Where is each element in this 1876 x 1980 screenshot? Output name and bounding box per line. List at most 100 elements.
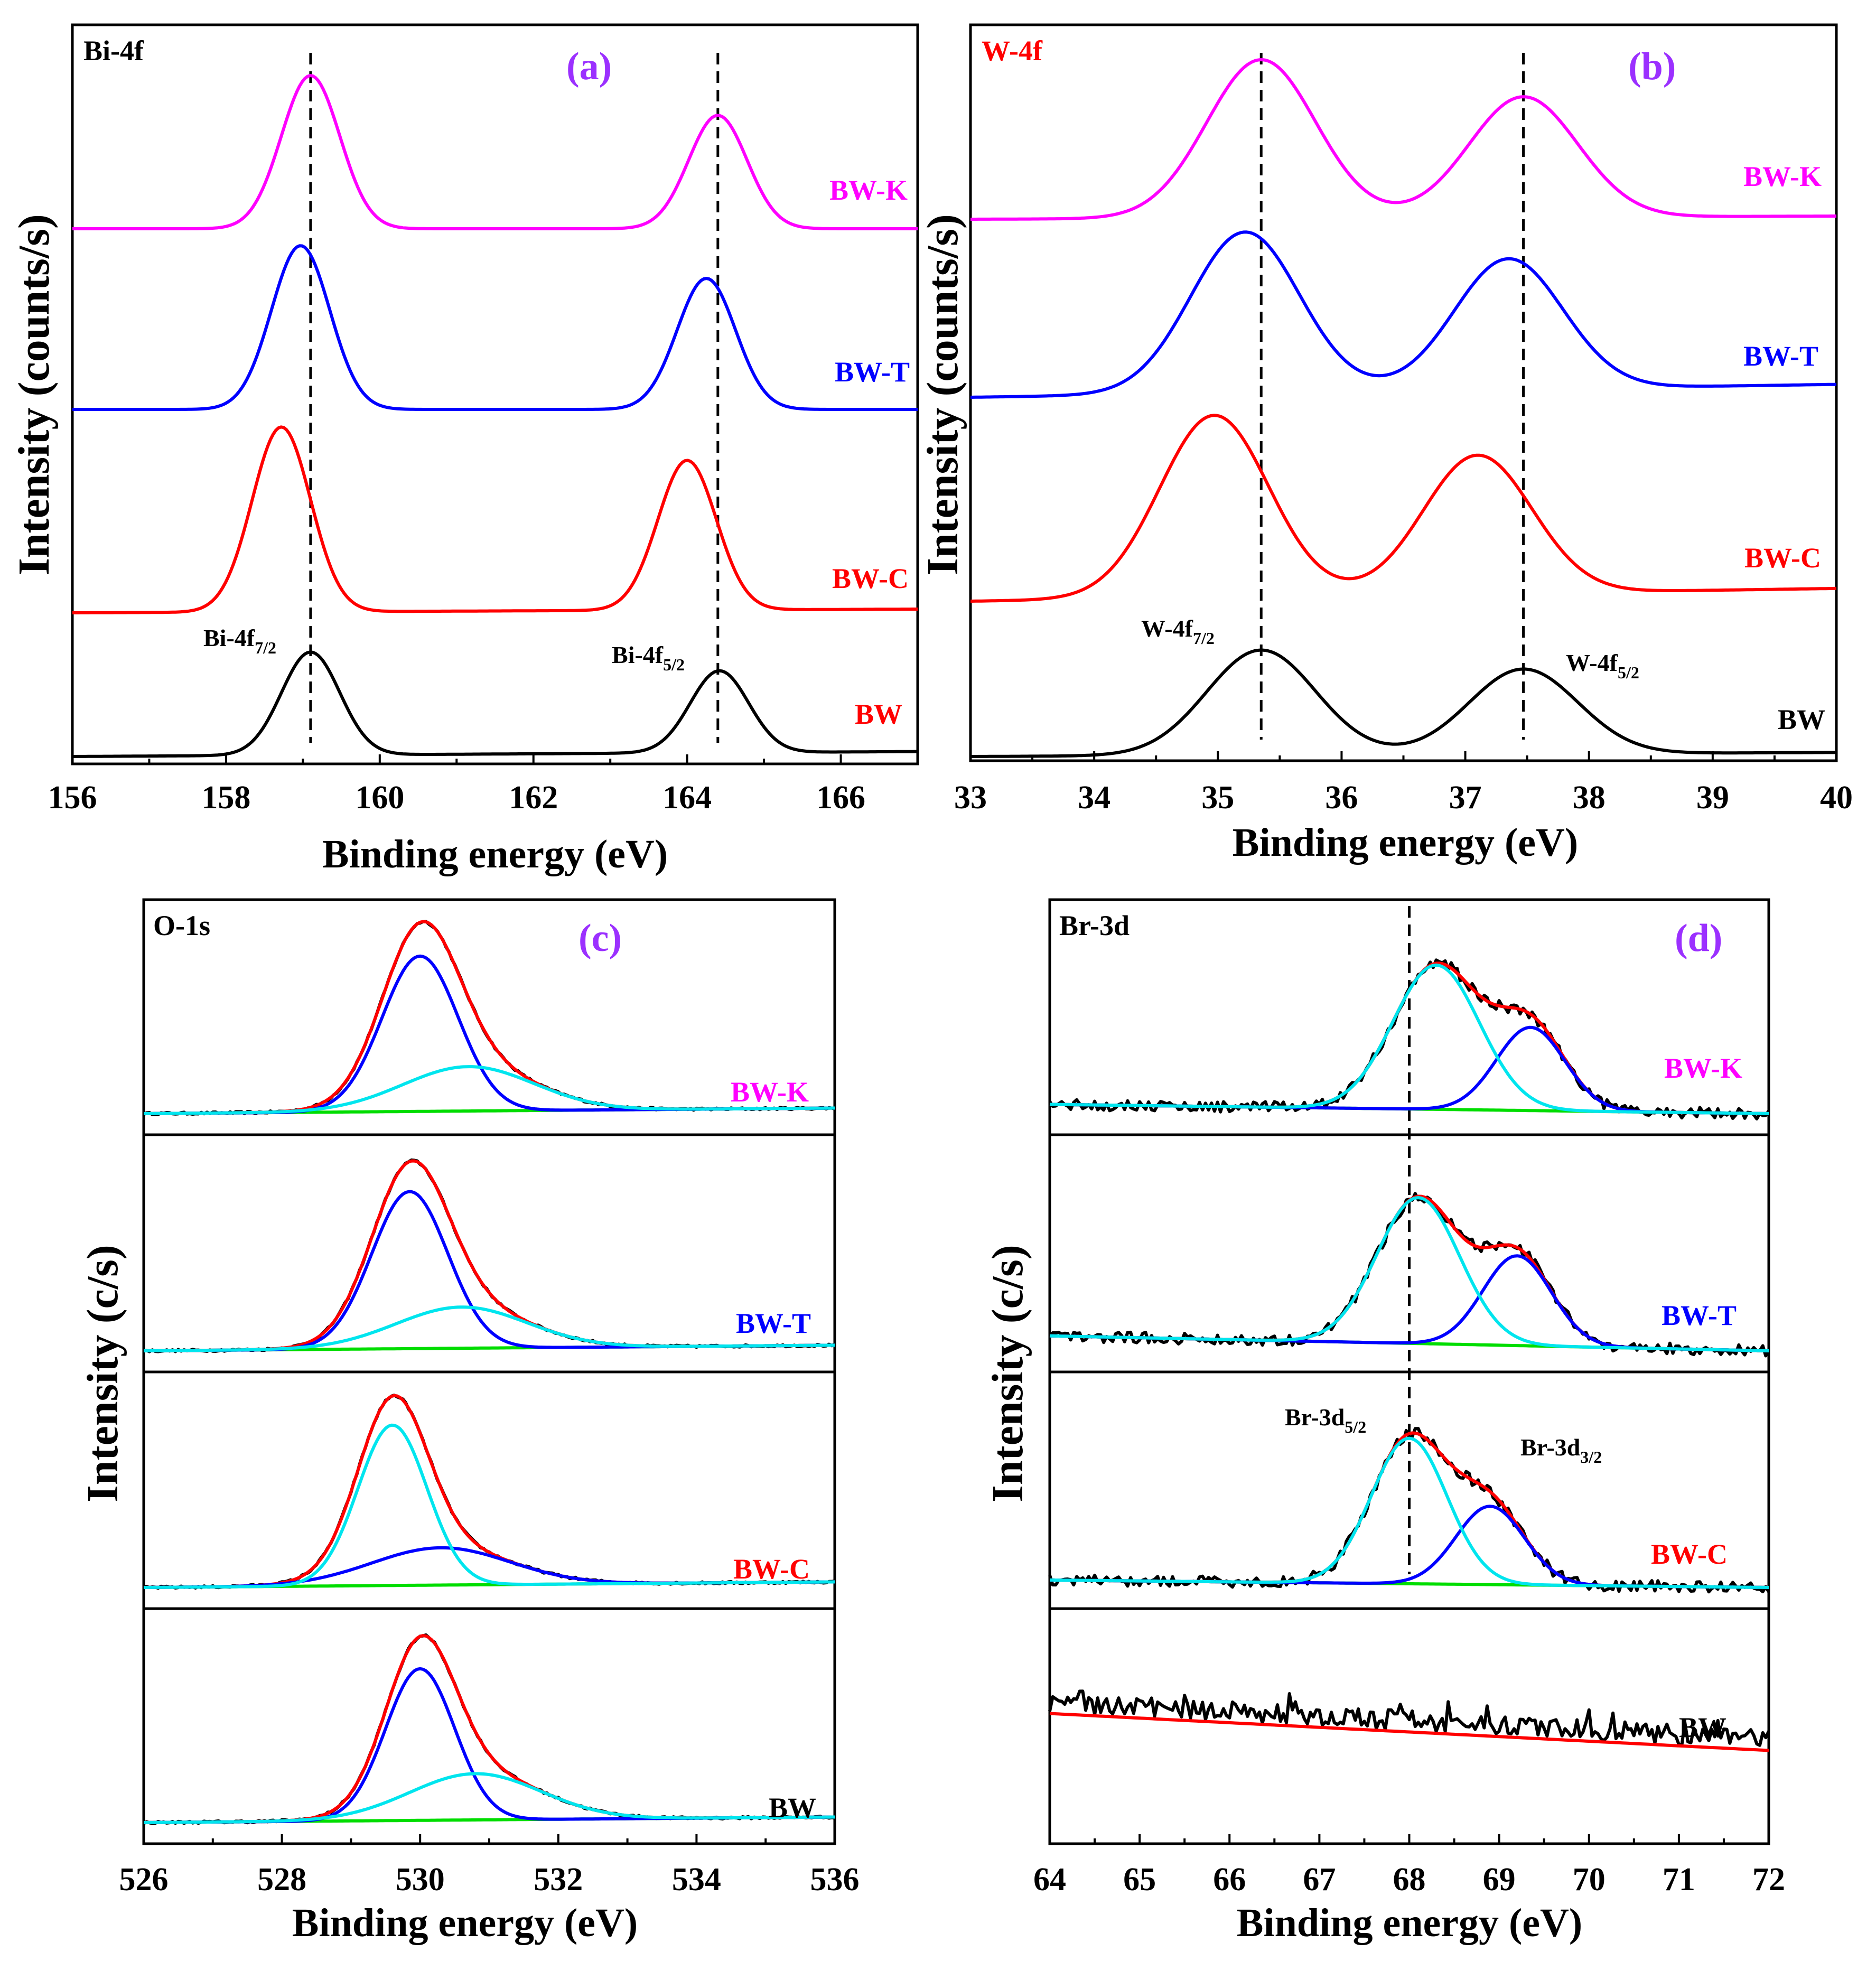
panel-c-label-bw-k: BW-K xyxy=(731,1076,809,1108)
x-tick-label: 69 xyxy=(1483,1862,1516,1898)
spectrum-bw-t xyxy=(970,230,1837,399)
envelope-bw-t xyxy=(144,1159,835,1352)
panel-b-label-bw: BW xyxy=(1778,704,1825,735)
panel-a-label-bw-c: BW-C xyxy=(832,563,909,594)
panel-a-label-bw-t: BW-T xyxy=(835,356,910,388)
x-tick-label: 40 xyxy=(1820,780,1853,816)
panel-a-letter: (a) xyxy=(566,45,612,88)
x-tick-label: 33 xyxy=(954,780,987,816)
panel-d-x-axis-label: Binding energy (eV) xyxy=(1237,1901,1582,1945)
panel-d-x-axis: 64 65 66 67 68 69 70 71 72 xyxy=(1033,1834,1785,1898)
panel-c-letter: (c) xyxy=(578,917,622,960)
panel-c: 526 528 530 532 534 536 O-1s (c) BW-K BW-T BW… xyxy=(78,898,860,1945)
panel-b-x-axis-label: Binding energy (eV) xyxy=(1233,820,1578,865)
x-tick-label: 166 xyxy=(816,780,865,816)
raw-spectrum-bw-c xyxy=(143,1394,835,1590)
x-tick-label: 38 xyxy=(1573,780,1606,816)
panel-b-peak-label-4f72: W-4f7/2 xyxy=(1141,615,1215,648)
panel-a-x-axis: 156 158 160 162 164 166 xyxy=(48,754,865,816)
x-tick-label: 160 xyxy=(355,780,404,816)
x-tick-label: 164 xyxy=(662,780,712,816)
panel-d-curves xyxy=(1048,958,1770,1752)
panel-a-label-bw: BW xyxy=(855,698,902,730)
panel-a-y-axis-label: Intensity (counts/s) xyxy=(10,214,59,575)
panel-b-label-bw-k: BW-K xyxy=(1743,161,1822,192)
component-cyan-bw-k xyxy=(144,1065,835,1115)
spectrum-bw-c xyxy=(970,414,1837,603)
panel-c-label-bw-t: BW-T xyxy=(736,1307,811,1339)
component-cyan-bw-c xyxy=(1050,1436,1769,1589)
x-tick-label: 36 xyxy=(1325,780,1358,816)
envelope-bw-c xyxy=(143,1394,835,1589)
spectrum-bw xyxy=(72,650,918,758)
panel-a-core-level: Bi-4f xyxy=(83,35,144,67)
x-tick-label: 526 xyxy=(119,1862,169,1898)
panel-a-peak-label-4f52: Bi-4f5/2 xyxy=(612,641,685,674)
spectrum-bw-k xyxy=(72,74,918,230)
panel-c-core-level: O-1s xyxy=(153,910,210,941)
component-cyan-bw-t xyxy=(144,1305,835,1352)
x-tick-label: 68 xyxy=(1393,1862,1426,1898)
x-tick-label: 37 xyxy=(1449,780,1482,816)
x-tick-label: 34 xyxy=(1078,780,1110,816)
panel-d-label-bw-c: BW-C xyxy=(1651,1538,1728,1570)
x-tick-label: 536 xyxy=(810,1862,860,1898)
raw-spectrum-bw-t xyxy=(143,1158,836,1353)
panel-c-curves xyxy=(143,920,836,1825)
x-tick-label: 64 xyxy=(1033,1862,1066,1898)
panel-b-letter: (b) xyxy=(1628,45,1676,88)
panel-a-curves xyxy=(72,74,918,758)
panel-a-label-bw-k: BW-K xyxy=(829,174,908,206)
raw-spectrum-bw xyxy=(143,1633,835,1825)
panel-d-y-axis-label: Intensity (c/s) xyxy=(983,1245,1032,1502)
panel-d: 64 65 66 67 68 69 70 71 72 Br-3d (d) BW-K BW-T B… xyxy=(983,898,1785,1945)
panel-d-core-level: Br-3d xyxy=(1059,910,1130,941)
component-cyan-bw-c xyxy=(144,1423,835,1589)
spectrum-bw-c xyxy=(72,425,918,614)
x-tick-label: 156 xyxy=(48,780,97,816)
x-tick-label: 66 xyxy=(1213,1862,1246,1898)
panel-c-x-axis: 526 528 530 532 534 536 xyxy=(119,1834,860,1898)
x-tick-label: 71 xyxy=(1663,1862,1695,1898)
panel-d-label-bw-k: BW-K xyxy=(1664,1052,1742,1084)
panel-c-x-axis-label: Binding energy (eV) xyxy=(292,1901,638,1945)
panel-d-label-bw: BW xyxy=(1679,1712,1726,1743)
component-blue-bw-t xyxy=(144,1190,835,1352)
panel-b-y-axis-label: Intensity (counts/s) xyxy=(918,214,967,575)
panel-b: 33 34 35 36 37 38 39 40 W-4f (b) BW-K BW-T BW-C… xyxy=(918,23,1853,865)
x-tick-label: 534 xyxy=(672,1862,721,1898)
x-tick-label: 39 xyxy=(1696,780,1729,816)
envelope-bw xyxy=(144,1634,835,1824)
panel-a-peak-label-4f72: Bi-4f7/2 xyxy=(203,624,276,657)
panel-b-label-bw-t: BW-T xyxy=(1743,340,1818,372)
fit-baseline-bw xyxy=(1049,1712,1769,1752)
panel-b-curves xyxy=(970,58,1837,758)
x-tick-label: 528 xyxy=(257,1862,306,1898)
x-tick-label: 65 xyxy=(1123,1862,1156,1898)
x-tick-label: 35 xyxy=(1201,780,1234,816)
spectrum-bw-t xyxy=(72,244,918,411)
envelope-bw-t xyxy=(1049,1194,1769,1352)
panel-d-label-bw-t: BW-T xyxy=(1662,1300,1737,1331)
panel-a-x-axis-label: Binding energy (eV) xyxy=(322,832,668,876)
x-tick-label: 67 xyxy=(1303,1862,1336,1898)
panel-c-label-bw: BW xyxy=(769,1792,816,1824)
panel-a: 156 158 160 162 164 166 Bi-4f (a) BW-K BW-T B… xyxy=(10,23,919,876)
panel-a-frame xyxy=(71,23,919,765)
panel-c-y-axis-label: Intensity (c/s) xyxy=(78,1245,127,1502)
component-blue-bw xyxy=(144,1667,835,1824)
panel-b-label-bw-c: BW-C xyxy=(1744,542,1821,574)
x-tick-label: 530 xyxy=(396,1862,445,1898)
component-cyan-bw-t xyxy=(1049,1196,1769,1352)
panel-b-core-level: W-4f xyxy=(982,35,1043,67)
raw-spectrum-bw xyxy=(1048,1689,1770,1747)
panel-d-peak-label-3d32: Br-3d3/2 xyxy=(1520,1434,1602,1467)
x-tick-label: 72 xyxy=(1752,1862,1785,1898)
panel-b-x-axis: 33 34 35 36 37 38 39 40 xyxy=(954,751,1853,816)
x-tick-label: 70 xyxy=(1573,1862,1606,1898)
panel-d-peak-label-3d52: Br-3d5/2 xyxy=(1285,1404,1366,1436)
panel-a-dashed-lines xyxy=(309,53,720,743)
panel-d-letter: (d) xyxy=(1675,917,1722,960)
component-cyan-bw-k xyxy=(1049,963,1769,1115)
